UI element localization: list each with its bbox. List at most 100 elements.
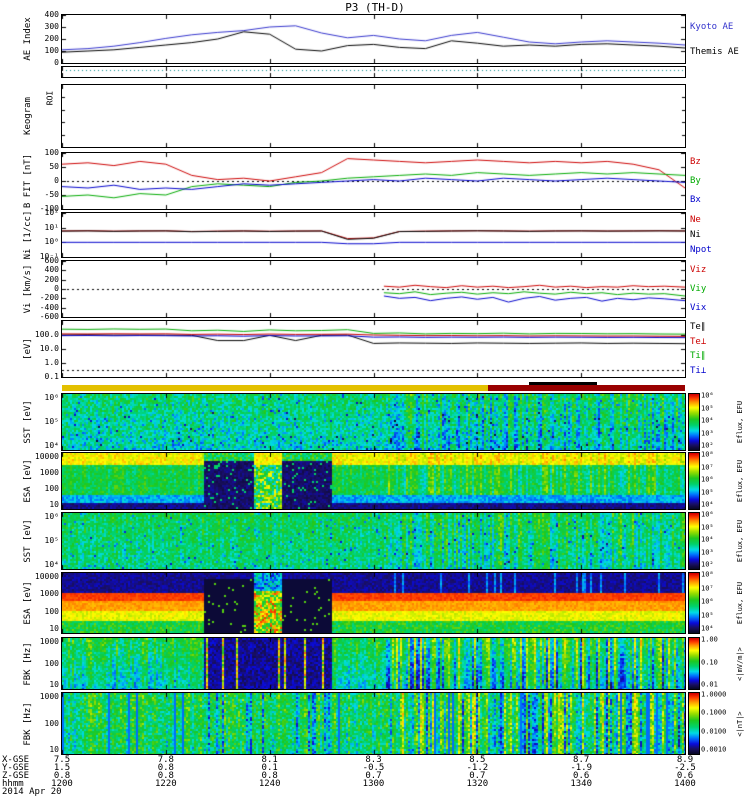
ytick-label: 1000 (39, 692, 59, 701)
mode-bar-segment-0 (62, 385, 488, 391)
ytick-label: 100 (44, 484, 59, 493)
ylabel-keo: Keogram (23, 97, 33, 135)
burst-mode-bar (529, 382, 597, 385)
ylabel-esa_i: ESA [eV] (23, 459, 33, 503)
panel-sst_e (61, 512, 686, 570)
legend-bfit-Bz: Bz (690, 156, 701, 167)
ylabel-fbk2: FBK [Hz] (23, 701, 33, 746)
ylabel-temp: [eV] (23, 338, 33, 360)
ytick-label: 10⁶ (44, 393, 59, 402)
legend-vi-Viy: Viy (690, 284, 707, 294)
panel-canvas-keo (62, 85, 685, 147)
ytick-label: 10000 (34, 572, 59, 581)
ytick-label: 1000 (39, 468, 59, 477)
legend-ni-Ni: Ni (690, 230, 701, 240)
ylabel-esa_e: ESA [eV] (23, 581, 33, 625)
ytick-label: 0.1 (44, 372, 59, 381)
bottom-value: 0.6 (676, 771, 694, 781)
ytick-label: 100 (44, 718, 59, 728)
colorbar-unit-label: <|nT|> (736, 710, 744, 737)
ytick-label: 0 (54, 284, 59, 293)
bottom-value: 1300 (362, 779, 385, 789)
bottom-value: 0.6 (573, 771, 590, 781)
ylabel-fbk1: FBK [Hz] (23, 641, 33, 686)
colorbar-tick: 0.1000 (701, 708, 727, 717)
legend-temp-Ti∥: Ti∥ (690, 351, 706, 362)
ytick-label: 1.0 (44, 358, 59, 367)
colorbar-tick: 10⁸ (701, 450, 714, 459)
colorbar-tick: 1.0000 (701, 690, 727, 699)
colorbar-tick: 10⁶ (701, 597, 714, 606)
legend-ae-Themis AE: Themis AE (690, 46, 739, 57)
colorbar-unit-label: Eflux, EFU (736, 400, 744, 444)
panel-fbk2 (61, 692, 686, 755)
colorbar-unit-label: Eflux, EFU (736, 581, 744, 625)
bottom-row-label-Y-GSE: Y-GSE (2, 763, 30, 773)
colorbar-tick: 10⁵ (701, 404, 714, 412)
legend-ae-Kyoto AE: Kyoto AE (690, 21, 734, 32)
ylabel-ae: AE Index (23, 17, 33, 61)
panel-ni (61, 212, 686, 258)
ylabel-bfit: B FIT [nT] (23, 153, 33, 209)
panel-flag (61, 66, 686, 78)
ytick-label: 10 (49, 500, 59, 509)
panel-canvas-esa_e (62, 573, 685, 633)
colorbar-tick: 10⁷ (701, 463, 714, 471)
bottom-value: 8.5 (469, 755, 486, 765)
bottom-value: -1.9 (570, 763, 592, 773)
panel-canvas-ni (62, 213, 685, 257)
bottom-value: 1200 (51, 779, 73, 789)
panel-ae (61, 14, 686, 64)
colorbar-unit-label: <|mV/m|> (736, 646, 744, 681)
ytick-label: 10⁴ (44, 441, 59, 450)
bottom-value: 8.9 (676, 755, 694, 765)
ytick-label: 400 (44, 10, 59, 19)
panel-canvas-bfit (62, 153, 685, 209)
ytick-label: 10⁴ (44, 560, 59, 569)
colorbar-canvas (689, 394, 699, 450)
ytick-label: 200 (44, 274, 59, 284)
ytick-label: 10¹ (44, 222, 59, 232)
colorbar-tick: 10⁵ (701, 611, 714, 619)
panel-canvas-sst_i (62, 394, 685, 450)
colorbar-esa_i (688, 452, 700, 510)
colorbar-tick: 10⁷ (701, 584, 714, 592)
bottom-value: 0.8 (261, 771, 278, 781)
mode-bar-segment-1 (487, 385, 685, 391)
ylabel-sst_e: SST [eV] (23, 519, 33, 563)
bottom-row-label-hhmm: hhmm (2, 779, 24, 789)
panel-bfit (61, 152, 686, 210)
corner-label-keo: ROI (45, 90, 55, 106)
panel-keo (61, 84, 686, 148)
panel-canvas-vi (62, 261, 685, 317)
legend-temp-Te⊥: Te⊥ (690, 336, 707, 347)
ytick-label: 100 (44, 46, 59, 55)
bottom-value: 1220 (154, 779, 177, 789)
colorbar-tick: 10⁶ (701, 510, 714, 519)
colorbar-tick: 10³ (701, 548, 714, 556)
bottom-row-label-Z-GSE: Z-GSE (2, 771, 30, 781)
ylabel-sst_i: SST [eV] (23, 400, 33, 444)
bottom-value: 0.1 (261, 763, 278, 773)
bottom-value: 7.8 (157, 755, 174, 765)
ytick-label: 200 (44, 34, 59, 43)
bottom-value: 0.8 (157, 763, 174, 773)
colorbar-sst_i (688, 393, 700, 451)
ytick-label: 10⁻¹ (39, 252, 59, 261)
colorbar-tick: 10⁵ (701, 523, 714, 531)
ytick-label: -100 (39, 204, 59, 213)
colorbar-tick: 10⁵ (701, 488, 714, 496)
colorbar-tick: 10³ (701, 429, 714, 437)
bottom-row-label-X-GSE: X-GSE (2, 755, 30, 765)
ytick-label: 10000 (34, 452, 59, 461)
bottom-value: -1.2 (466, 763, 489, 773)
ytick-label: 10 (49, 680, 59, 689)
ylabel-vi: Vi [km/s] (23, 264, 33, 314)
bottom-value: 7.5 (53, 755, 71, 765)
panel-sst_i (61, 393, 686, 451)
ytick-label: 10.0 (39, 344, 59, 353)
panel-canvas-fbk1 (62, 638, 685, 689)
bottom-value: 8.3 (365, 755, 382, 765)
colorbar-tick: 10⁴ (701, 535, 714, 544)
bottom-value: 1340 (570, 779, 592, 789)
